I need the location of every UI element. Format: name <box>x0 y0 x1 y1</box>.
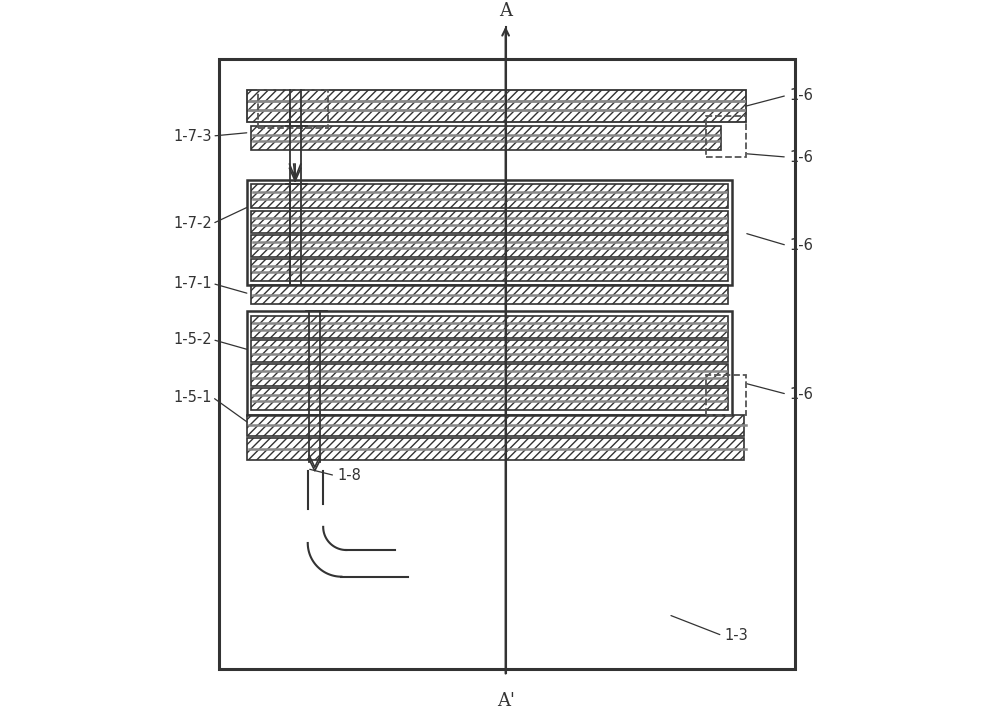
Text: A': A' <box>497 692 515 710</box>
Text: 1-6: 1-6 <box>789 88 813 103</box>
Text: 1-5-2: 1-5-2 <box>174 332 212 347</box>
Bar <box>247 438 744 460</box>
Text: 1-8: 1-8 <box>337 468 361 483</box>
Bar <box>251 341 728 362</box>
Text: 1-3: 1-3 <box>725 628 748 643</box>
Bar <box>247 415 744 436</box>
Text: A: A <box>499 2 512 20</box>
Text: 1-7-2: 1-7-2 <box>174 216 212 231</box>
Text: 1-6: 1-6 <box>789 387 813 402</box>
Bar <box>251 286 728 304</box>
Bar <box>251 235 728 257</box>
Bar <box>247 311 732 415</box>
Text: 1-7-3: 1-7-3 <box>174 129 212 144</box>
Bar <box>251 316 728 338</box>
Bar <box>706 376 746 415</box>
Text: 1-7-1: 1-7-1 <box>174 276 212 291</box>
Bar <box>251 211 728 233</box>
Bar <box>258 90 328 128</box>
Text: 1-5-1: 1-5-1 <box>174 390 212 405</box>
Bar <box>251 126 721 150</box>
Text: 1-6: 1-6 <box>789 238 813 253</box>
Bar <box>251 364 728 386</box>
Bar <box>247 179 732 285</box>
Bar <box>247 90 746 122</box>
Text: 1-6: 1-6 <box>789 150 813 165</box>
Bar <box>251 184 728 208</box>
Bar <box>251 388 728 410</box>
Bar <box>706 116 746 157</box>
Bar <box>219 59 795 669</box>
Bar <box>251 259 728 281</box>
